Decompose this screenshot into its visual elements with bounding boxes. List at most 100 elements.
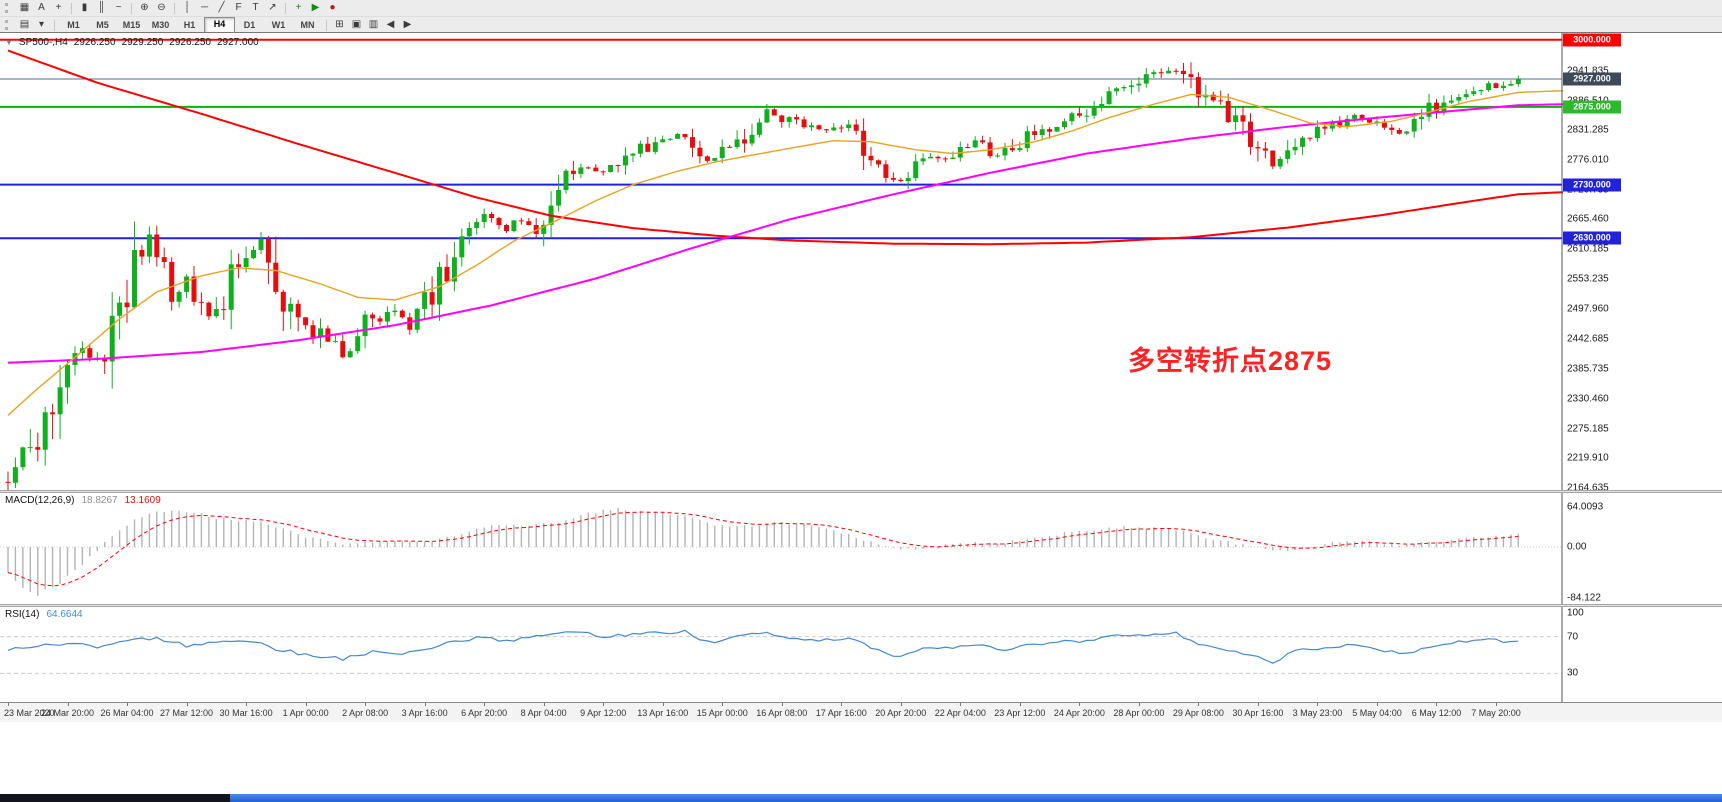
timeframe-w1[interactable]: W1 (271, 19, 286, 30)
price-tick-label: 2275.185 (1567, 423, 1609, 435)
price-tick-label: 2442.685 (1567, 333, 1609, 345)
time-label: 22 Apr 04:00 (934, 708, 986, 718)
macd-svg (0, 493, 1563, 604)
cursor-tool-icon[interactable]: A (38, 2, 45, 13)
tile-windows-icon[interactable]: ⊞ (335, 19, 344, 30)
price-tick-label: 2385.735 (1567, 363, 1609, 375)
zoom-out-icon[interactable]: ⊖ (157, 2, 166, 13)
timeframe-m15[interactable]: M15 (122, 19, 141, 30)
bar-chart-icon[interactable]: ║ (97, 2, 106, 13)
autotrading-icon[interactable]: ▶ (311, 2, 320, 13)
line-chart-icon[interactable]: ~ (115, 2, 122, 13)
new-order-icon[interactable]: + (295, 2, 302, 13)
timeframe-m30[interactable]: M30 (151, 19, 170, 30)
price-level-label: 2927.000 (1563, 72, 1621, 86)
time-tick (484, 703, 486, 706)
timeframe-h4[interactable]: H4 (204, 16, 235, 34)
time-tick (603, 703, 605, 706)
time-tick (662, 703, 664, 706)
panel-splitter[interactable] (0, 490, 1722, 493)
time-label: 3 Apr 16:00 (401, 708, 448, 718)
vertical-line-tool-icon[interactable]: │ (184, 2, 191, 13)
time-label: 6 May 12:00 (1411, 708, 1462, 718)
price-level-label: 2630.000 (1563, 231, 1621, 245)
macd-label: MACD(12,26,9) 18.8267 13.1609 (5, 495, 161, 506)
time-axis[interactable]: 23 Mar 2020 24 Mar 20:00 26 Mar 04:00 27 Ma… (0, 702, 1722, 722)
chart-text-annotation: 多空转折点2875 (1128, 346, 1333, 376)
fibonacci-tool-icon[interactable]: F (235, 2, 242, 13)
time-tick (127, 703, 129, 706)
horizontal-line-tool-icon[interactable]: ─ (200, 2, 209, 13)
macd-main-value: 18.8267 (81, 495, 118, 506)
time-label: 23 Apr 12:00 (994, 708, 1046, 718)
time-tick (781, 703, 783, 706)
bottom-filler (0, 722, 1722, 794)
cascade-windows-icon[interactable]: ▣ (351, 19, 362, 30)
panel-splitter[interactable] (0, 604, 1722, 607)
zoom-in-icon[interactable]: ⊕ (140, 2, 149, 13)
candlestick-chart-icon[interactable]: ▮ (81, 2, 88, 13)
ohlc-low: 2926.250 (169, 37, 211, 48)
alerts-icon[interactable]: ● (329, 2, 336, 13)
time-tick (1257, 703, 1259, 706)
window-bottom-edge (0, 794, 1722, 802)
rsi-name: RSI(14) (5, 609, 40, 620)
rsi-svg (0, 607, 1563, 702)
collapse-arrow-icon[interactable]: ▼ (5, 38, 13, 47)
rsi-axis-label: 70 (1567, 631, 1579, 643)
text-tool-icon[interactable]: T (252, 2, 259, 13)
step-back-icon[interactable]: ◀ (386, 19, 395, 30)
time-label: 28 Apr 00:00 (1113, 708, 1165, 718)
templates-icon[interactable]: ▤ (19, 19, 30, 30)
time-label: 2 Apr 08:00 (342, 708, 389, 718)
trendline-tool-icon[interactable]: ╱ (218, 2, 225, 13)
toolbar-separator (174, 2, 175, 14)
price-chart-svg (0, 33, 1564, 490)
timeframe-mn[interactable]: MN (300, 19, 315, 30)
time-label: 20 Apr 20:00 (875, 708, 927, 718)
ohlc-close: 2927.000 (217, 37, 259, 48)
toolbar-separator (54, 19, 55, 31)
price-chart-panel[interactable]: ▼ SP500-,H4 2926.250 2929.250 2926.250 2… (0, 33, 1722, 493)
timeframe-d1[interactable]: D1 (243, 19, 256, 30)
time-tick (1496, 703, 1497, 706)
price-level-label: 2730.000 (1563, 178, 1621, 192)
rsi-panel[interactable]: RSI(14) 64.6644 100 70 30 (0, 607, 1722, 702)
time-label: 7 May 20:00 (1471, 708, 1521, 718)
time-tick (246, 703, 248, 706)
charts-grid-icon[interactable]: ▦ (19, 2, 30, 13)
time-label: 3 May 23:00 (1292, 708, 1343, 718)
crosshair-icon[interactable]: + (55, 2, 62, 13)
time-tick (841, 703, 843, 706)
chart-area: ▼ SP500-,H4 2926.250 2929.250 2926.250 2… (0, 32, 1722, 802)
timeframe-dropdown-icon[interactable]: ▾ (38, 19, 45, 30)
step-forward-icon[interactable]: ▶ (403, 19, 412, 30)
price-level-label: 3000.000 (1563, 33, 1621, 47)
taskbar-right-segment (230, 794, 1722, 802)
time-label: 16 Apr 08:00 (756, 708, 808, 718)
taskbar-left-segment (0, 794, 230, 802)
toolbar-drag-handle[interactable] (5, 20, 11, 30)
toolbar-separator (71, 2, 72, 14)
toolbar-drag-handle[interactable] (5, 3, 11, 13)
timeframe-m1[interactable]: M1 (67, 19, 80, 30)
rsi-label: RSI(14) 64.6644 (5, 609, 83, 620)
price-tick-label: 2330.460 (1567, 393, 1609, 405)
toolbar-row-2: ▤ ▾ M1 M5 M15 M30 H1 H4 D1 W1 MN ⊞ ▣ ▥ ◀ ▶ (0, 16, 1722, 34)
arrow-tool-icon[interactable]: ↗ (268, 2, 277, 13)
toolbar-row-1: ▦ A + ▮ ║ ~ ⊕ ⊖ │ ─ ╱ F T ↗ + ▶ ● (0, 0, 1722, 17)
time-label: 5 May 04:00 (1352, 708, 1402, 718)
time-tick (305, 703, 307, 706)
time-label: 27 Mar 12:00 (160, 708, 214, 718)
ohlc-high: 2929.250 (121, 37, 164, 48)
time-tick (365, 703, 367, 706)
time-tick (67, 703, 69, 706)
navigator-icon[interactable]: ▥ (368, 19, 379, 30)
macd-panel[interactable]: MACD(12,26,9) 18.8267 13.1609 64.0093 0.0… (0, 493, 1722, 604)
price-tick-label: 2610.185 (1567, 243, 1609, 255)
timeframe-m5[interactable]: M5 (96, 19, 109, 30)
time-tick (1436, 703, 1438, 706)
timeframe-h1[interactable]: H1 (183, 19, 196, 30)
price-tick-label: 2831.285 (1567, 124, 1609, 136)
time-label: 30 Mar 16:00 (219, 708, 273, 718)
